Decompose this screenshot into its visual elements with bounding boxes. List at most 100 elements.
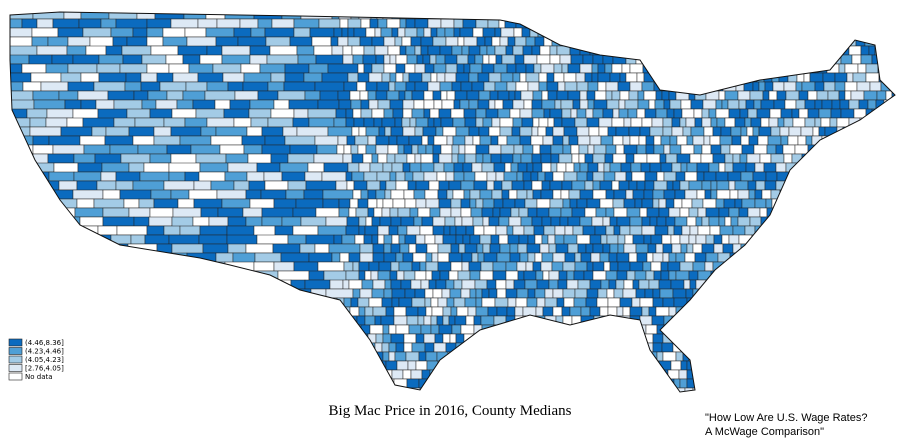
county [785,243,793,254]
county [365,81,378,92]
county [475,198,484,209]
county [427,117,435,128]
county [512,153,522,164]
county [751,63,760,74]
county [589,279,602,290]
county [527,81,540,92]
county [804,99,816,110]
county [37,207,62,218]
county [482,27,496,38]
county [439,81,453,92]
county [622,27,633,38]
county [223,108,250,119]
county [864,234,873,245]
county [283,81,316,92]
county [383,36,396,47]
county [896,271,903,280]
county [469,270,481,281]
county [538,72,548,83]
county [856,81,871,92]
county [570,144,580,155]
county [10,252,26,263]
county [510,207,520,218]
county [775,180,790,191]
county [121,45,152,56]
county [586,288,599,299]
county [756,270,767,281]
county [599,198,614,209]
county [833,279,845,290]
county [889,369,895,380]
county [36,45,68,56]
county [192,99,216,110]
county [475,306,489,317]
county [561,108,572,119]
county [377,270,391,281]
county [710,180,718,191]
county [663,99,671,110]
county [292,207,317,218]
county [116,225,148,236]
county [563,72,577,83]
county [577,279,591,290]
county [602,387,610,392]
county [222,72,245,83]
county [743,279,755,290]
county [629,378,638,389]
county [752,36,767,47]
county [712,387,725,392]
county [766,351,780,362]
county [371,153,379,164]
county [670,234,681,245]
county [772,252,783,263]
county [519,126,533,137]
county [533,225,545,236]
county [825,324,837,335]
county [598,117,613,128]
county [861,261,870,272]
county [786,342,799,353]
county [612,36,626,47]
county [660,81,675,92]
county [592,189,607,200]
county [360,108,373,119]
county [461,45,470,56]
county [461,252,473,263]
county [493,63,508,74]
county [892,36,895,47]
county [830,135,845,146]
county [838,261,849,272]
county [780,45,788,56]
county [418,351,427,362]
county [166,261,189,272]
county [483,369,496,380]
county [520,378,533,389]
county [457,360,466,371]
county [466,90,480,101]
county [791,378,806,389]
county [362,153,373,164]
county [561,378,573,389]
county [728,234,740,245]
county [504,387,513,392]
county [497,135,508,146]
county [856,27,867,38]
county [549,180,563,191]
county [850,369,861,380]
county [806,207,818,218]
county [623,45,633,56]
county [892,135,895,146]
county [893,12,895,20]
county [298,387,331,392]
county [284,72,305,83]
county [331,45,344,56]
county [375,189,386,200]
county [553,387,561,392]
county [592,54,604,65]
county [468,261,482,272]
county [383,243,392,254]
county [413,189,426,200]
county [629,63,644,74]
county [372,279,386,290]
county [688,180,703,191]
